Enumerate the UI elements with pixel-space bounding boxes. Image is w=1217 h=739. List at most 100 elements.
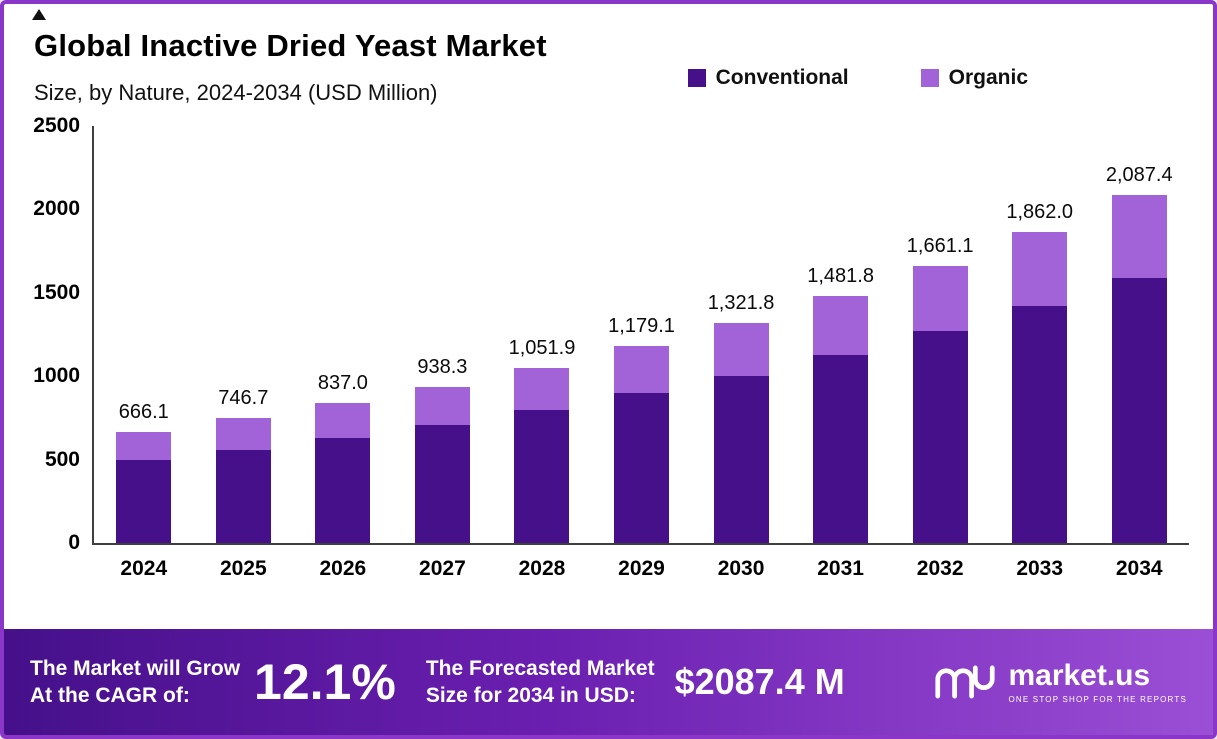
bar-segment-conventional [514, 409, 570, 543]
bar-stack [1111, 194, 1167, 543]
bar-total-label: 837.0 [317, 372, 368, 395]
bar-stack [1012, 232, 1068, 543]
bar-total-label: 666.1 [118, 400, 169, 423]
y-tick-label: 500 [44, 447, 80, 471]
legend-swatch [920, 69, 939, 87]
bar-total-label: 1,862.0 [1006, 201, 1074, 224]
bar-segment-organic [514, 367, 570, 410]
forecast-label: The Forecasted Market Size for 2034 in U… [426, 655, 655, 710]
bar-chart: 2500 2000 1500 1000 500 0 666.1 746.7 837.0 938.… [28, 114, 1189, 581]
x-axis-year-label: 2034 [1115, 557, 1163, 580]
bar-stack [912, 265, 968, 543]
forecast-label-line1: The Forecasted Market [425, 656, 655, 680]
cagr-label-line2: At the CAGR of: [30, 684, 190, 707]
bar-segment-conventional [1012, 306, 1068, 543]
bar-segment-organic [813, 295, 869, 355]
cagr-label: The Market will Grow At the CAGR of: [30, 655, 240, 710]
x-axis-year-label: 2030 [717, 557, 765, 580]
cagr-value: 12.1% [254, 654, 396, 710]
bar-segment-conventional [614, 392, 669, 543]
bar-total-label: 938.3 [417, 355, 468, 378]
x-axis-year-label: 2032 [916, 557, 964, 580]
bar-total-label: 1,661.1 [906, 234, 974, 257]
footer-banner: The Market will Grow At the CAGR of: 12.… [4, 629, 1213, 735]
bar-stack [614, 346, 669, 543]
bar-group: 746.7 [194, 387, 294, 543]
legend-label: Organic [948, 66, 1028, 89]
bar-group: 1,862.0 [990, 201, 1090, 543]
bar-total-label: 746.7 [218, 387, 269, 410]
bar-group: 666.1 [94, 401, 194, 543]
plot-area: 666.1 746.7 837.0 938.3 1,051.9 1,179.1 1,321.… [92, 126, 1189, 545]
page-subtitle: Size, by Nature, 2024-2034 (USD Million) [34, 80, 438, 105]
bar-group: 1,481.8 [791, 265, 891, 543]
x-axis: 2024 2025 2026 2027 2028 2029 2030 2031 2032 2033… [94, 545, 1189, 581]
x-axis-year-label: 2025 [219, 557, 267, 580]
x-axis-year-label: 2028 [518, 557, 566, 580]
x-axis-year-label: 2026 [319, 557, 367, 580]
legend-label: Conventional [715, 66, 849, 89]
legend-swatch [687, 69, 706, 87]
pointer-artifact [32, 9, 46, 20]
bar-segment-organic [414, 386, 470, 425]
bar-group: 2,087.4 [1089, 164, 1189, 543]
page-title: Global Inactive Dried Yeast Market [34, 28, 547, 63]
forecast-value: $2087.4 M [674, 661, 845, 702]
legend: Conventional Organic [687, 66, 1028, 90]
y-tick-label: 1500 [33, 280, 80, 304]
bar-segment-conventional [813, 354, 869, 543]
bar-group: 1,321.8 [691, 292, 791, 543]
y-tick-label: 0 [68, 531, 80, 554]
y-axis: 2500 2000 1500 1000 500 0 [28, 114, 92, 554]
bar-segment-conventional [414, 424, 470, 543]
bar-group: 1,179.1 [592, 315, 692, 543]
bar-segment-organic [713, 322, 769, 377]
bar-segment-conventional [912, 331, 968, 543]
bar-segment-conventional [1111, 277, 1167, 543]
bar-segment-conventional [713, 376, 769, 543]
bar-segment-organic [1111, 194, 1167, 278]
brand-text: market.us ONE STOP SHOP FOR THE REPORTS [1008, 658, 1187, 704]
x-axis-year-label: 2031 [817, 557, 864, 580]
market-us-logo-icon [935, 665, 996, 699]
bar-segment-conventional [116, 459, 172, 543]
y-tick-label: 2500 [33, 114, 80, 137]
chart-header: Global Inactive Dried Yeast Market Size,… [4, 4, 1213, 106]
bar-total-label: 1,321.8 [707, 291, 775, 314]
brand-name: market.us [1008, 658, 1151, 692]
bar-stack [813, 295, 869, 543]
y-tick-label: 1000 [33, 364, 80, 388]
bar-total-label: 1,179.1 [608, 315, 675, 338]
bar-segment-organic [215, 418, 271, 450]
bar-stack [315, 403, 371, 543]
forecast-label-line2: Size for 2034 in USD: [425, 684, 636, 707]
bar-segment-organic [1012, 232, 1068, 307]
bar-stack [713, 322, 769, 543]
bar-total-label: 2,087.4 [1105, 163, 1173, 186]
legend-item-organic: Organic [920, 66, 1028, 90]
x-axis-year-label: 2033 [1016, 557, 1064, 580]
bar-group: 938.3 [393, 355, 493, 543]
legend-item-conventional: Conventional [687, 66, 849, 90]
bar-group: 837.0 [293, 372, 393, 543]
bar-segment-organic [614, 346, 669, 393]
bar-group: 1,051.9 [492, 337, 592, 543]
bar-segment-organic [912, 265, 968, 332]
bar-total-label: 1,481.8 [807, 264, 874, 287]
bar-segment-organic [116, 431, 172, 460]
x-axis-year-label: 2024 [120, 557, 168, 580]
bar-segment-conventional [215, 449, 271, 543]
cagr-label-line1: The Market will Grow [30, 656, 241, 680]
x-axis-year-label: 2029 [618, 557, 665, 580]
bar-stack [414, 386, 470, 543]
bar-group: 1,661.1 [890, 235, 990, 543]
bar-segment-organic [315, 403, 371, 438]
brand-block: market.us ONE STOP SHOP FOR THE REPORTS [934, 658, 1187, 704]
bar-total-label: 1,051.9 [508, 336, 576, 359]
bar-stack [116, 431, 172, 543]
bar-stack [215, 418, 271, 543]
bar-stack [514, 367, 570, 543]
bar-segment-conventional [315, 437, 371, 543]
y-tick-label: 2000 [33, 197, 80, 221]
